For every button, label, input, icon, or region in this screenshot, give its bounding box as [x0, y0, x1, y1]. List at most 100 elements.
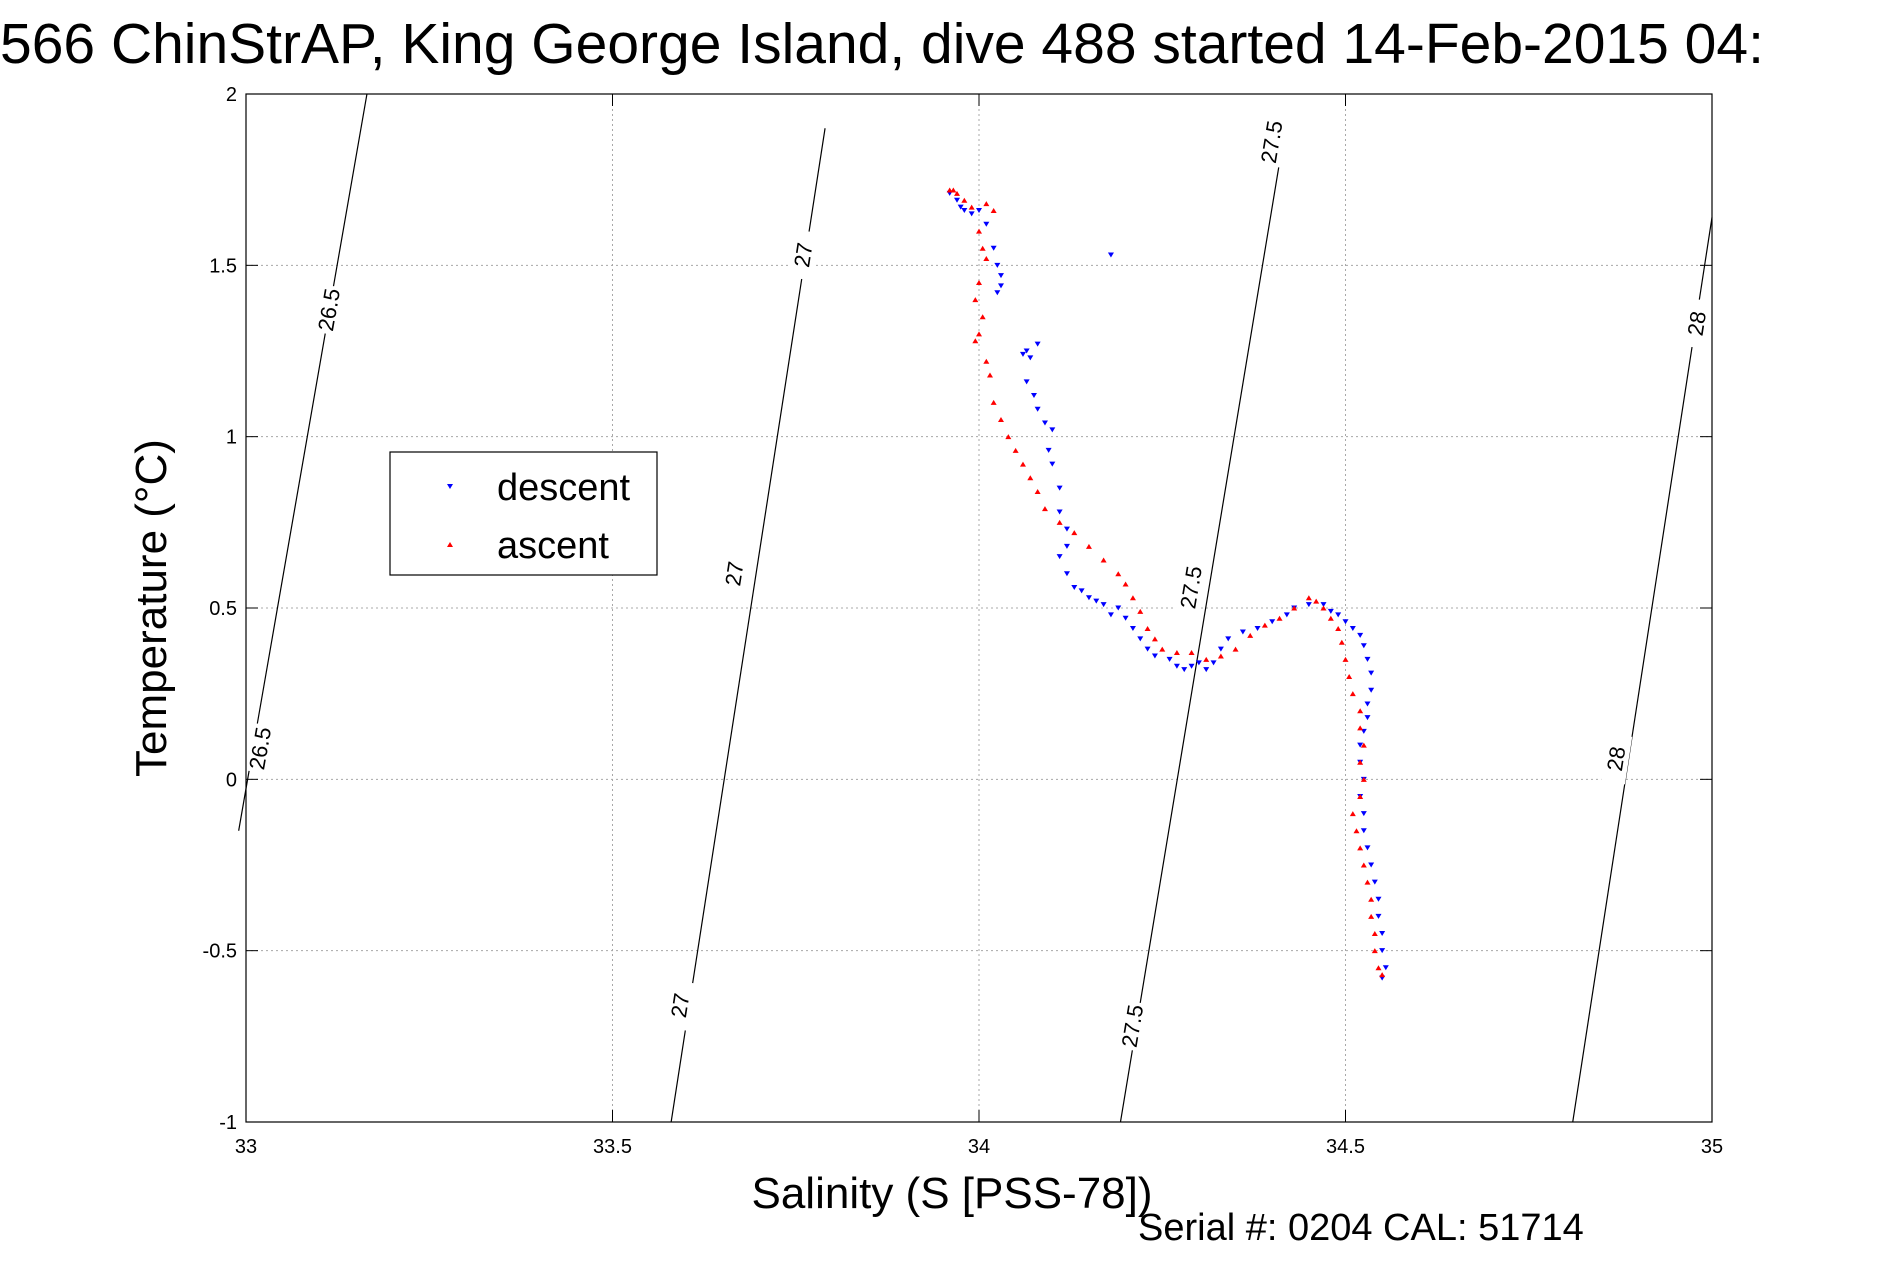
- ascent-point: [1371, 931, 1378, 937]
- ascent-point: [976, 331, 982, 337]
- descent-point: [1129, 626, 1136, 632]
- ascent-point: [1056, 519, 1063, 525]
- ascent-point: [976, 279, 982, 285]
- contour-label: 28: [1683, 310, 1711, 338]
- ascent-point: [1338, 639, 1345, 645]
- descent-point: [1254, 626, 1261, 632]
- descent-point: [1368, 687, 1375, 693]
- descent-point: [1049, 427, 1056, 433]
- descent-point: [1071, 584, 1078, 590]
- x-tick-label: 34.5: [1326, 1136, 1365, 1158]
- ascent-point: [1357, 793, 1364, 799]
- ascent-point: [1122, 581, 1129, 587]
- ascent-point: [961, 197, 968, 203]
- contour-label: 27: [720, 560, 748, 588]
- ascent-point: [972, 338, 979, 344]
- contour-label-bg: [1256, 116, 1288, 168]
- descent-point: [1085, 595, 1092, 601]
- ascent-point: [1137, 608, 1144, 614]
- grid-lines: [246, 94, 1712, 1122]
- ascent-point: [983, 255, 990, 261]
- descent-point: [994, 290, 1001, 296]
- ascent-point: [1368, 896, 1375, 902]
- descent-point: [1100, 602, 1107, 608]
- ascent-point: [1364, 879, 1371, 885]
- ascent-point: [1247, 632, 1254, 638]
- ascent-point: [1041, 506, 1048, 512]
- ascent-point: [1357, 708, 1364, 714]
- descent-point: [1034, 341, 1041, 347]
- descent-point: [1137, 636, 1144, 642]
- descent-point: [997, 273, 1004, 279]
- descent-point: [1041, 420, 1048, 426]
- descent-point: [1364, 715, 1371, 721]
- descent-point: [1305, 602, 1312, 608]
- density-contour-line: [238, 93, 368, 831]
- density-contour-line: [1572, 217, 1713, 1123]
- descent-point: [1357, 632, 1364, 638]
- descent-point: [1063, 543, 1070, 549]
- descent-point: [1357, 742, 1364, 748]
- ascent-point: [1144, 626, 1151, 632]
- descent-point: [1269, 619, 1276, 625]
- ascent-point: [1027, 475, 1034, 481]
- y-tick-label: 1: [226, 427, 237, 449]
- ascent-point: [954, 190, 961, 196]
- descent-point: [1166, 656, 1173, 662]
- descent-point: [1371, 879, 1378, 885]
- ascent-point: [983, 358, 990, 364]
- descent-point: [1144, 646, 1151, 652]
- descent-point: [1151, 653, 1158, 659]
- ascent-point: [1320, 605, 1327, 611]
- ascent-point: [1371, 948, 1378, 954]
- x-tick-label: 33: [235, 1136, 257, 1158]
- ascent-point: [1261, 622, 1268, 628]
- ascent-point: [1357, 725, 1364, 731]
- descent-point: [1239, 629, 1246, 635]
- descent-point: [1342, 619, 1349, 625]
- descent-point: [1049, 461, 1056, 467]
- contour-label-bg: [1175, 561, 1208, 614]
- ascent-point: [1327, 615, 1334, 621]
- descent-point: [1107, 612, 1114, 618]
- descent-point: [1115, 605, 1122, 611]
- y-tick-label: -0.5: [203, 941, 237, 963]
- contour-label-bg: [244, 722, 277, 775]
- ascent-point: [1173, 650, 1180, 656]
- ascent-point: [1115, 571, 1122, 577]
- ascent-point: [979, 314, 986, 320]
- x-tick-label: 34: [968, 1136, 990, 1158]
- ascent-point: [1349, 811, 1356, 817]
- ascent-point: [1232, 646, 1239, 652]
- ascent-point: [979, 245, 986, 251]
- descent-point: [1217, 646, 1224, 652]
- contour-label-bg: [1681, 298, 1713, 350]
- descent-point: [1181, 667, 1188, 673]
- ascent-point: [1368, 913, 1375, 919]
- legend-marker-descent: [447, 484, 453, 489]
- ascent-point: [1012, 447, 1019, 453]
- descent-point: [990, 245, 997, 251]
- contour-label-bg: [313, 284, 346, 336]
- ascent-point: [1291, 605, 1298, 611]
- descent-point: [1368, 670, 1375, 676]
- descent-point: [1375, 896, 1382, 902]
- ascent-point: [1313, 598, 1320, 604]
- legend-label-descent: descent: [497, 467, 631, 509]
- descent-point: [1364, 701, 1371, 707]
- ascent-point: [1005, 434, 1012, 440]
- density-contour-line: [1119, 162, 1281, 1123]
- ascent-point: [1353, 828, 1360, 834]
- descent-point: [1360, 828, 1367, 834]
- descent-point: [1173, 663, 1180, 669]
- descent-point: [1364, 656, 1371, 662]
- descent-point: [1063, 526, 1070, 532]
- descent-point: [1019, 351, 1026, 357]
- legend-label-ascent: ascent: [497, 525, 609, 567]
- descent-point: [1107, 252, 1114, 258]
- descent-point: [1225, 636, 1232, 642]
- descent-point: [961, 208, 968, 214]
- ascent-point: [1357, 759, 1364, 765]
- descent-point: [1360, 643, 1367, 649]
